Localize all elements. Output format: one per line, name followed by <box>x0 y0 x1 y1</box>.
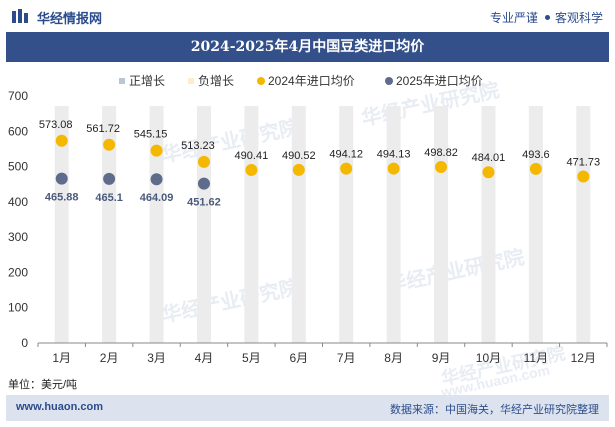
data-label-2025: 465.1 <box>95 192 123 204</box>
tagline: 专业严谨 客观科学 <box>490 9 603 26</box>
separator-dot-icon <box>544 15 550 20</box>
point-2024 <box>245 163 258 176</box>
top-bar: 华经情报网 专业严谨 客观科学 <box>0 0 615 32</box>
legend-marker-1 <box>188 78 194 84</box>
data-label-2024: 573.08 <box>39 119 73 131</box>
category-band <box>54 106 69 343</box>
x-tick-label: 9月 <box>432 351 451 365</box>
category-band <box>434 106 449 343</box>
data-label-2024: 513.23 <box>181 140 215 152</box>
legend-marker-2 <box>257 77 265 85</box>
data-label-2024: 494.13 <box>377 149 411 161</box>
point-2025 <box>197 177 210 190</box>
point-2024 <box>55 134 68 147</box>
title-bar: 2024-2025年4月中国豆类进口均价 <box>6 32 609 62</box>
legend-label-1: 负增长 <box>198 74 234 88</box>
data-label-2024: 545.15 <box>134 129 168 141</box>
data-label-2024: 484.01 <box>472 152 506 164</box>
data-label-2024: 493.6 <box>522 149 550 161</box>
x-tick-label: 8月 <box>384 351 403 365</box>
data-source: 数据来源：中国海关，华经产业研究院整理 <box>390 404 599 416</box>
legend-marker-0 <box>119 78 125 84</box>
legend-marker-3 <box>385 77 393 85</box>
point-2024 <box>387 162 400 175</box>
point-2024 <box>103 138 116 151</box>
data-label-2024: 494.12 <box>329 149 363 161</box>
category-band <box>576 106 591 343</box>
x-tick-label: 7月 <box>337 351 356 365</box>
point-2025 <box>55 172 68 185</box>
x-tick-label: 6月 <box>289 351 308 365</box>
x-tick-label: 5月 <box>242 351 261 365</box>
category-band <box>149 106 164 343</box>
point-2024 <box>197 155 210 168</box>
legend-label-3: 2025年进口均价 <box>396 74 483 88</box>
y-tick-label: 500 <box>8 160 28 174</box>
data-label-2024: 561.72 <box>86 123 120 135</box>
unit-label: 单位：美元/吨 <box>8 379 78 391</box>
point-2025 <box>103 172 116 185</box>
x-tick-label: 1月 <box>52 351 71 365</box>
data-label-2024: 498.82 <box>424 147 458 159</box>
x-tick-label: 2月 <box>100 351 119 365</box>
footer-url: www.huaon.com <box>16 401 103 413</box>
tag-professional: 专业严谨 <box>489 11 538 25</box>
y-tick-label: 200 <box>8 265 28 279</box>
point-2024 <box>577 170 590 183</box>
x-tick-label: 3月 <box>147 351 166 365</box>
chart: 正增长 负增长 2024年进口均价 2025年进口均价 0 100 200 300 400 500… <box>8 74 608 365</box>
x-tick-label: 4月 <box>195 351 214 365</box>
footer-bar: www.huaon.com 数据来源：中国海关，华经产业研究院整理 <box>6 395 609 421</box>
y-tick-label: 0 <box>21 336 28 350</box>
brand-logo-icon <box>12 9 28 23</box>
point-2024 <box>435 160 448 173</box>
point-2025 <box>150 173 163 186</box>
chart-title: 2024-2025年4月中国豆类进口均价 <box>190 39 425 55</box>
category-band <box>102 106 117 343</box>
category-band <box>528 106 543 343</box>
category-band <box>386 106 401 343</box>
y-tick-label: 100 <box>8 301 28 315</box>
data-label-2025: 451.62 <box>187 197 221 209</box>
y-tick-label: 400 <box>8 195 28 209</box>
point-2024 <box>150 144 163 157</box>
category-band <box>339 106 354 343</box>
category-band <box>244 106 259 343</box>
x-tick-label: 10月 <box>476 351 501 365</box>
x-tick-label: 11月 <box>524 351 548 365</box>
y-tick-label: 600 <box>8 124 28 138</box>
brand-name: 华经情报网 <box>37 11 103 26</box>
data-label-2024: 490.41 <box>235 150 269 162</box>
category-band <box>481 106 496 343</box>
point-2024 <box>482 166 495 179</box>
data-label-2025: 464.09 <box>140 192 174 204</box>
data-label-2025: 465.88 <box>45 192 79 204</box>
y-tick-label: 700 <box>8 89 28 103</box>
y-tick-label: 300 <box>8 230 28 244</box>
point-2024 <box>340 162 353 175</box>
category-band <box>291 106 306 343</box>
point-2024 <box>529 162 542 175</box>
legend-label-0: 正增长 <box>129 74 165 88</box>
tag-objective: 客观科学 <box>554 11 603 25</box>
x-tick-label: 12月 <box>571 351 596 365</box>
data-label-2024: 490.52 <box>282 150 316 162</box>
point-2024 <box>292 163 305 176</box>
data-label-2024: 471.73 <box>566 157 600 169</box>
legend-label-2: 2024年进口均价 <box>268 74 355 88</box>
